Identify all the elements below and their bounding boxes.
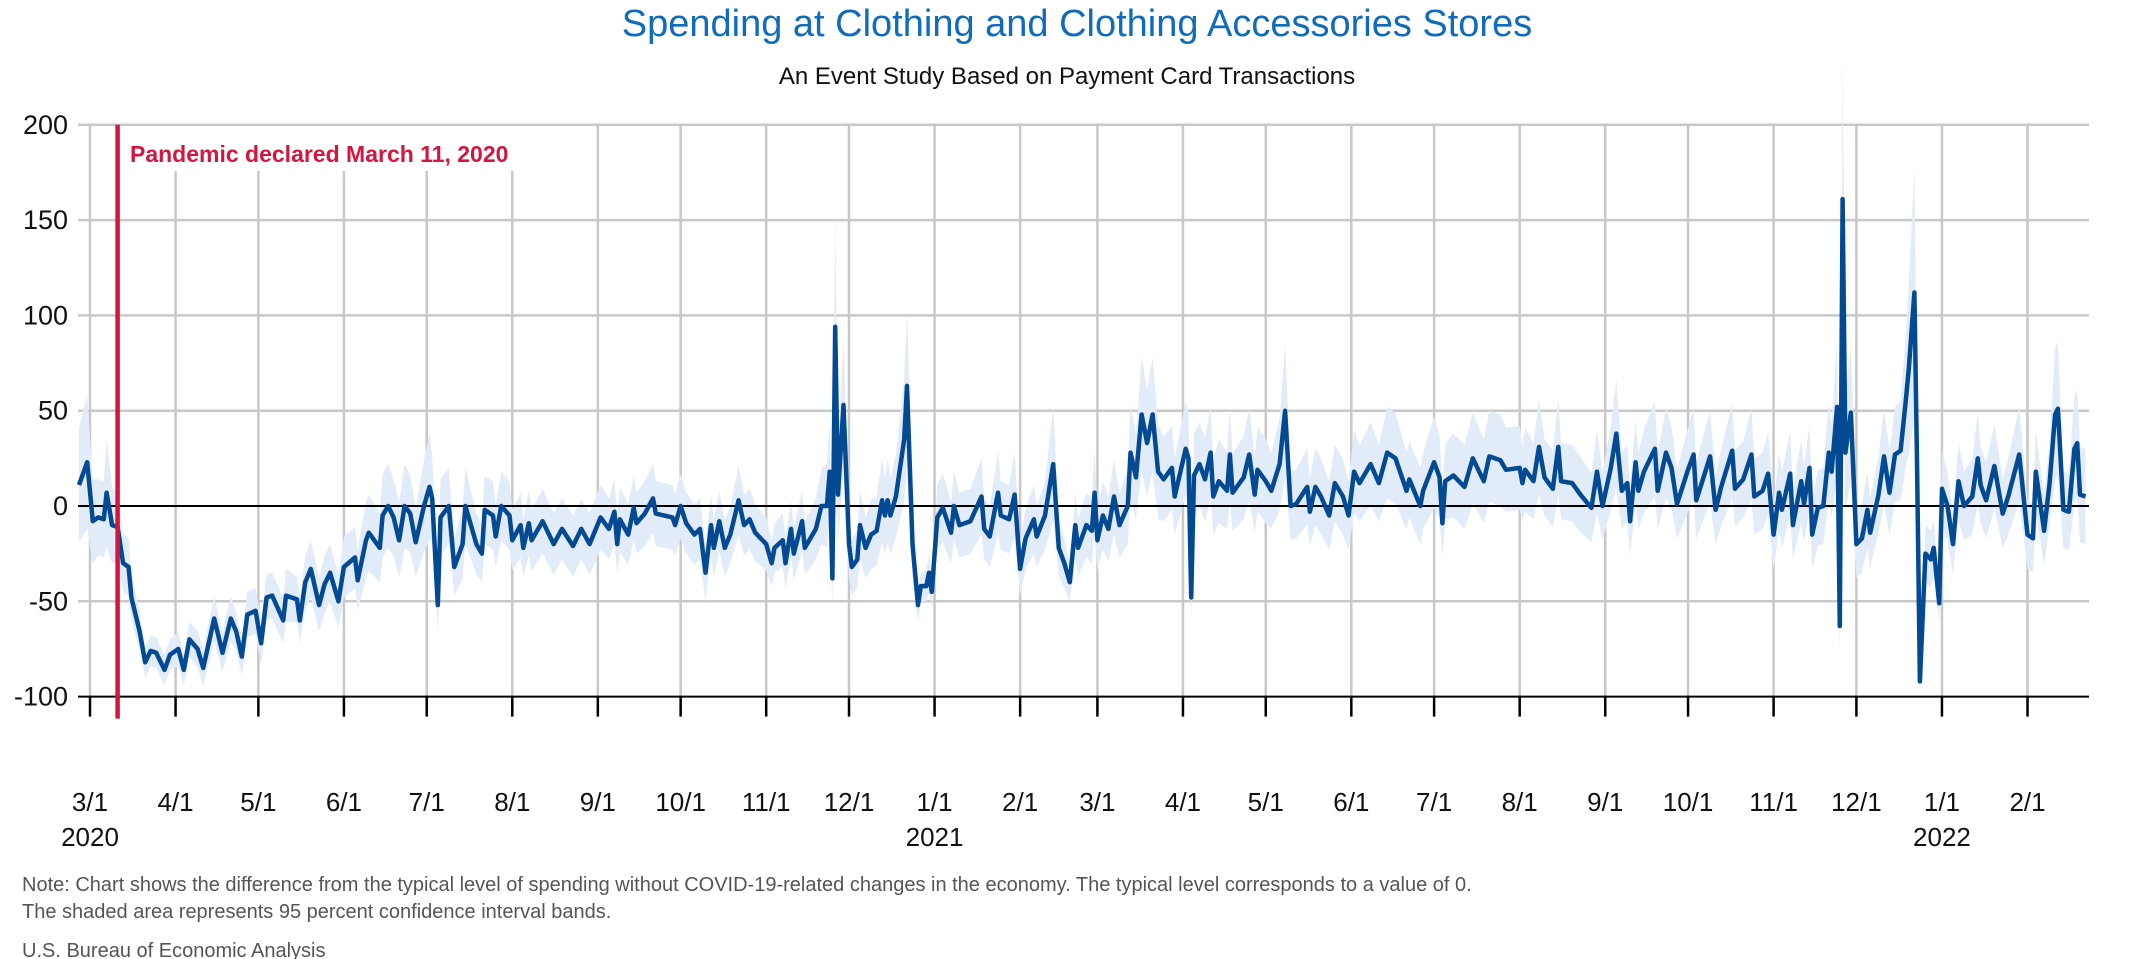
x-tick-label: 11/1: [742, 787, 791, 817]
x-tick-label: 6/1: [1333, 787, 1369, 817]
pandemic-annotation-label: Pandemic declared March 11, 2020: [130, 141, 508, 167]
x-tick-label: 2/1: [2009, 787, 2045, 817]
x-tick-label: 2/1: [1002, 787, 1038, 817]
x-tick-label: 8/1: [1502, 787, 1538, 817]
x-tick-label: 6/1: [326, 787, 362, 817]
x-tick-label: 9/1: [580, 787, 616, 817]
source-label: U.S. Bureau of Economic Analysis: [22, 940, 325, 959]
x-tick-label: 10/1: [655, 787, 706, 817]
y-tick-label: -100: [14, 682, 68, 712]
x-tick-label: 5/1: [1248, 787, 1284, 817]
confidence-band-area: [79, 56, 2086, 697]
x-tick-label: 4/1: [1165, 787, 1201, 817]
tick-labels: 200 150 100 50 0 -100 -50 3/1 2020 4/1 5/1 6/1 7/1 8/…: [14, 110, 2046, 852]
y-tick-label: 0: [53, 491, 68, 521]
pandemic-annotation: Pandemic declared March 11, 2020: [115, 124, 508, 719]
y-tick-label: 150: [23, 205, 68, 235]
note-line-2: The shaded area represents 95 percent co…: [22, 901, 611, 923]
series-line-group: [76, 196, 2087, 684]
y-tick-label: 50: [38, 396, 68, 426]
chart-subtitle: An Event Study Based on Payment Card Tra…: [779, 63, 1355, 90]
x-year-label: 2020: [61, 822, 119, 852]
x-year-label: 2021: [906, 822, 964, 852]
x-tick-label: 9/1: [1587, 787, 1623, 817]
y-tick-label: 100: [23, 300, 68, 330]
x-tick-label: 1/1: [916, 787, 952, 817]
x-tick-label: 8/1: [494, 787, 530, 817]
x-tick-label: 12/1: [824, 787, 875, 817]
y-tick-label: -50: [29, 586, 68, 616]
x-tick-label: 1/1: [1924, 787, 1960, 817]
x-tick-label: 7/1: [1416, 787, 1452, 817]
x-tick-label: 5/1: [240, 787, 276, 817]
x-tick-label: 7/1: [409, 787, 445, 817]
series-line: [76, 196, 2087, 684]
x-tick-label: 11/1: [1749, 787, 1798, 817]
x-year-label: 2022: [1913, 822, 1971, 852]
note-line-1: Note: Chart shows the difference from th…: [22, 874, 1472, 896]
x-tick-label: 10/1: [1663, 787, 1714, 817]
gridlines: [78, 123, 2089, 697]
x-tick-label: 3/1: [1079, 787, 1115, 817]
axes: [78, 505, 2089, 717]
chart-title: Spending at Clothing and Clothing Access…: [622, 3, 1532, 45]
x-tick-label: 4/1: [157, 787, 193, 817]
y-tick-label: 200: [23, 110, 68, 140]
x-tick-label: 12/1: [1831, 787, 1882, 817]
x-tick-label: 3/1: [72, 787, 108, 817]
confidence-band: [79, 56, 2086, 697]
